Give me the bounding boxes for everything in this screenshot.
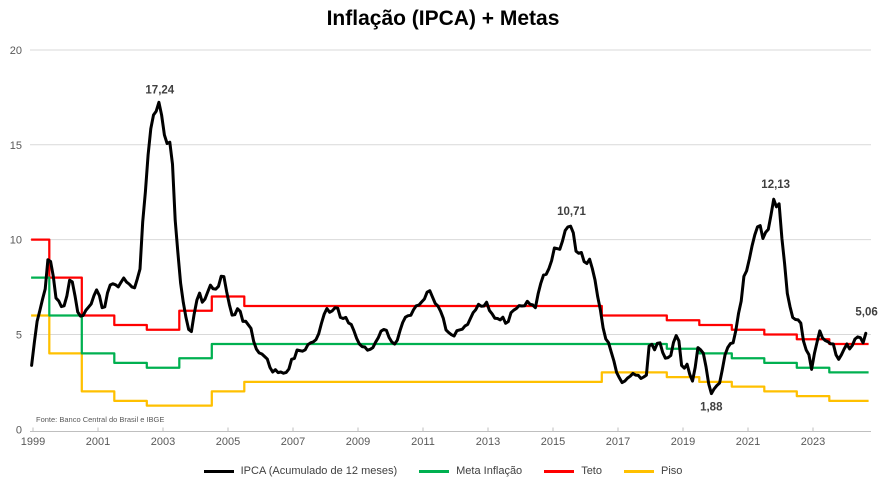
x-tick-label: 2009 (346, 436, 370, 448)
x-tick-label: 2013 (476, 436, 500, 448)
teto-line (31, 238, 869, 346)
legend-item-ipca: IPCA (Acumulado de 12 meses) (203, 465, 398, 477)
ipca-line (30, 100, 868, 396)
legend-swatch-meta (419, 469, 450, 473)
annotation-label: 12,13 (761, 179, 790, 191)
x-tick-label: 2011 (411, 436, 435, 448)
legend-label-piso: Piso (660, 465, 683, 477)
legend-swatch-teto (544, 469, 575, 473)
y-tick-label: 0 (16, 424, 22, 436)
chart-legend: IPCA (Acumulado de 12 meses) Meta Inflaç… (0, 465, 886, 477)
y-tick-label: 15 (10, 140, 22, 152)
legend-item-meta: Meta Inflação (419, 465, 522, 477)
x-tick-label: 2001 (86, 436, 110, 448)
y-tick-label: 5 (16, 330, 22, 342)
meta-line (31, 276, 869, 374)
annotation-label: 1,88 (700, 402, 723, 414)
legend-swatch-piso (623, 469, 654, 473)
legend-label-ipca: IPCA (Acumulado de 12 meses) (240, 465, 398, 477)
chart-title: Inflação (IPCA) + Metas (326, 7, 560, 30)
x-tick-label: 2003 (151, 436, 175, 448)
annotation-label: 10,71 (557, 206, 586, 218)
y-tick-label: 10 (10, 235, 22, 247)
x-tick-label: 2023 (801, 436, 825, 448)
x-tick-label: 2007 (281, 436, 305, 448)
y-tick-label: 20 (10, 45, 22, 57)
piso-line (31, 314, 869, 407)
legend-item-teto: Teto (544, 465, 602, 477)
legend-label-meta: Meta Inflação (456, 465, 523, 477)
legend-label-teto: Teto (581, 465, 602, 477)
x-tick-label: 2019 (671, 436, 695, 448)
annotation-label: 17,24 (145, 84, 174, 96)
x-tick-label: 2015 (541, 436, 565, 448)
legend-swatch-ipca (203, 469, 234, 473)
legend-item-piso: Piso (623, 465, 683, 477)
source-note: Fonte: Banco Central do Brasil e IBGE (36, 415, 165, 424)
annotation-label: 5,06 (855, 306, 877, 318)
x-tick-label: 2021 (736, 436, 760, 448)
x-tick-label: 1999 (21, 436, 45, 448)
x-tick-label: 2017 (606, 436, 630, 448)
x-tick-label: 2005 (216, 436, 240, 448)
